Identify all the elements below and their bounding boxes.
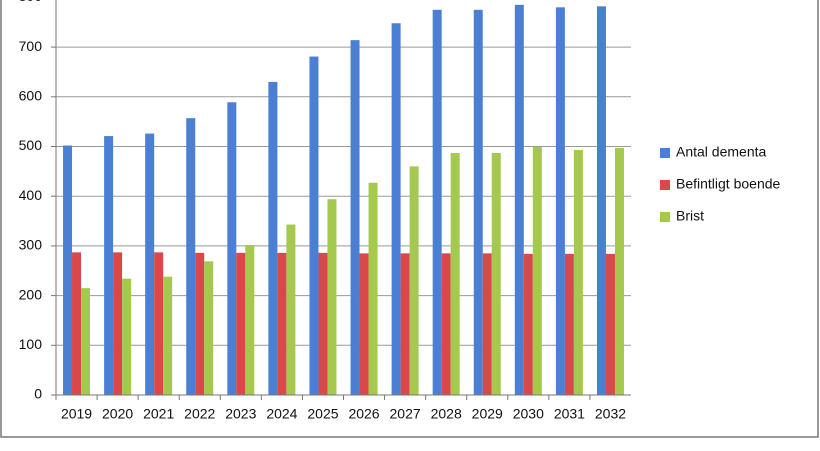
bar (186, 118, 196, 396)
y-tick-label: 300 (19, 237, 43, 253)
x-tick-label: 2021 (143, 406, 174, 422)
bar (441, 253, 451, 395)
bar (236, 252, 246, 395)
x-tick-label: 2030 (513, 406, 544, 422)
bar (113, 252, 123, 395)
bar (104, 136, 114, 396)
bar (286, 224, 296, 395)
y-tick-label: 0 (34, 386, 42, 402)
x-tick-label: 2026 (348, 406, 379, 422)
x-tick-label: 2032 (595, 406, 626, 422)
x-tick-label: 2020 (102, 406, 133, 422)
bar (596, 6, 606, 395)
bar (450, 152, 460, 395)
y-tick-label: 200 (19, 286, 43, 302)
chart-border (0, 0, 819, 438)
bar (227, 102, 237, 395)
x-tick-label: 2029 (472, 406, 503, 422)
bar (245, 244, 255, 395)
bar (432, 9, 442, 395)
bar (72, 252, 82, 395)
x-tick-label: 2022 (184, 406, 215, 422)
bar (400, 253, 410, 395)
bar (122, 278, 132, 395)
legend-swatch (660, 148, 670, 158)
bar (564, 253, 574, 395)
y-tick-label: 500 (19, 137, 43, 153)
x-tick-label: 2031 (554, 406, 585, 422)
bar (473, 9, 483, 395)
bar (277, 252, 287, 395)
bar (154, 252, 164, 395)
legend-label: Brist (676, 208, 704, 224)
bar (573, 149, 583, 395)
bar (268, 81, 278, 395)
bar (409, 166, 419, 395)
y-tick-label: 700 (19, 38, 43, 54)
x-tick-label: 2023 (225, 406, 256, 422)
x-tick-label: 2028 (431, 406, 462, 422)
bar (514, 4, 524, 395)
x-tick-label: 2027 (390, 406, 421, 422)
bar (63, 145, 73, 395)
bar (391, 23, 401, 396)
bar (318, 252, 328, 395)
legend-swatch (660, 180, 670, 190)
bar (555, 7, 565, 396)
bar (482, 253, 492, 395)
y-tick-label: 400 (19, 187, 43, 203)
bar (350, 40, 360, 395)
bar (145, 133, 155, 395)
legend-swatch (660, 212, 670, 222)
bar (359, 253, 369, 395)
bar (523, 253, 533, 395)
x-tick-label: 2019 (61, 406, 92, 422)
bar (81, 288, 91, 395)
legend-label: Antal dementa (676, 144, 766, 160)
bar (195, 252, 205, 395)
x-tick-label: 2025 (307, 406, 338, 422)
bar (163, 276, 173, 395)
legend-label: Befintligt boende (676, 176, 781, 192)
y-tick-label: 800 (19, 0, 43, 4)
y-tick-label: 100 (19, 336, 43, 352)
bar (605, 253, 615, 395)
x-tick-label: 2024 (266, 406, 297, 422)
y-tick-label: 600 (19, 88, 43, 104)
bar (368, 182, 378, 395)
bar (491, 152, 501, 395)
bar (614, 147, 624, 395)
bar (309, 56, 319, 395)
bar (204, 261, 214, 395)
bar (532, 146, 542, 395)
bar (327, 199, 337, 395)
